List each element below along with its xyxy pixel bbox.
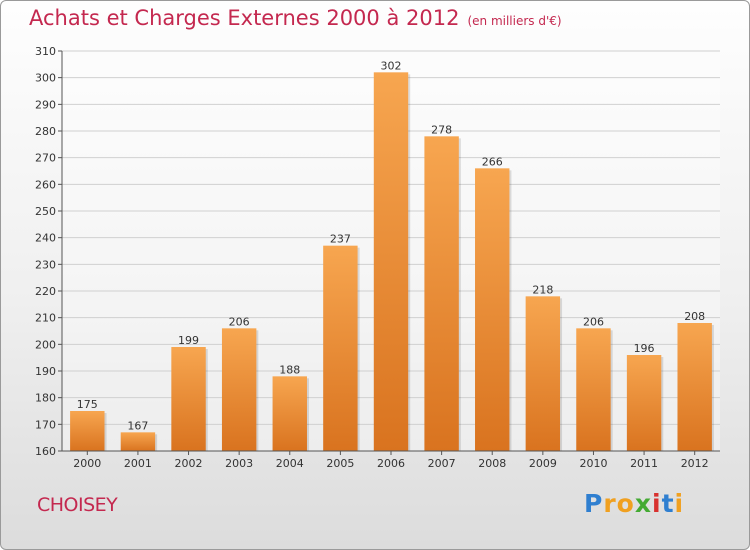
bar: [70, 411, 105, 451]
bar-value-label: 218: [532, 283, 553, 296]
logo-letter: i: [652, 489, 662, 518]
commune-name: CHOISEY: [37, 494, 118, 516]
bar: [171, 347, 206, 451]
x-tick-label: 2006: [377, 457, 405, 470]
bar-value-label: 208: [684, 310, 705, 323]
y-tick-label: 250: [35, 205, 56, 218]
chart-unit-label: (en milliers d'€): [467, 14, 562, 28]
bar: [525, 296, 561, 451]
y-tick-label: 180: [35, 392, 56, 405]
x-tick-label: 2012: [681, 457, 709, 470]
bar: [272, 376, 307, 451]
y-tick-label: 160: [35, 445, 56, 458]
bar-value-label: 206: [229, 315, 250, 328]
bar-value-label: 188: [279, 363, 300, 376]
bar: [576, 328, 611, 451]
y-tick-label: 300: [35, 72, 56, 85]
bar-value-label: 206: [583, 315, 604, 328]
bar-value-label: 199: [178, 334, 199, 347]
y-tick-label: 280: [35, 125, 56, 138]
bar-value-label: 237: [330, 233, 351, 246]
bars: 175 167 199 206 188 237 302 278 266 218 206 196 208: [70, 59, 714, 452]
logo-letter: t: [661, 489, 675, 518]
bar: [120, 432, 156, 451]
y-tick-label: 240: [35, 232, 56, 245]
y-tick-label: 310: [35, 45, 56, 58]
bar: [677, 323, 712, 451]
x-tick-label: 2007: [428, 457, 456, 470]
bar-value-label: 266: [482, 155, 503, 168]
y-tick-label: 230: [35, 258, 56, 271]
proxiti-logo: Proxiti: [584, 489, 684, 518]
logo-letter: P: [584, 489, 604, 518]
bar-value-label: 302: [381, 59, 402, 72]
chart-title-text: Achats et Charges Externes 2000 à 2012: [29, 6, 460, 30]
logo-letter: r: [603, 489, 617, 518]
y-tick-label: 210: [35, 312, 56, 325]
bar: [424, 136, 459, 452]
bar-value-label: 175: [77, 398, 98, 411]
y-tick-label: 260: [35, 178, 56, 191]
x-tick-label: 2010: [579, 457, 607, 470]
y-tick-label: 220: [35, 285, 56, 298]
logo-letter: i: [674, 489, 685, 518]
bar-value-label: 167: [127, 419, 148, 432]
x-tick-label: 2005: [326, 457, 354, 470]
y-tick-label: 170: [35, 418, 56, 431]
x-tick-label: 2000: [73, 457, 101, 470]
axes: 160 170 180 190 200 210 220 230 240 250 260 270 280 2…: [35, 45, 720, 470]
x-tick-label: 2001: [124, 457, 152, 470]
x-tick-label: 2004: [276, 457, 304, 470]
bar: [373, 72, 409, 451]
x-tick-label: 2011: [630, 457, 658, 470]
x-tick-label: 2009: [529, 457, 557, 470]
bar-value-label: 278: [431, 123, 452, 136]
bar-value-label: 196: [634, 342, 655, 355]
logo-letter: o: [616, 489, 635, 518]
bar: [626, 355, 662, 451]
y-tick-label: 190: [35, 365, 56, 378]
logo-letter: x: [634, 489, 652, 518]
bar: [221, 328, 257, 451]
y-tick-label: 290: [35, 98, 56, 111]
y-tick-label: 270: [35, 152, 56, 165]
bar: [323, 245, 358, 451]
x-tick-label: 2002: [175, 457, 203, 470]
chart-title: Achats et Charges Externes 2000 à 2012 (e…: [29, 6, 562, 30]
x-tick-label: 2008: [478, 457, 506, 470]
bar: [475, 168, 510, 452]
y-tick-label: 200: [35, 338, 56, 351]
x-tick-label: 2003: [225, 457, 253, 470]
